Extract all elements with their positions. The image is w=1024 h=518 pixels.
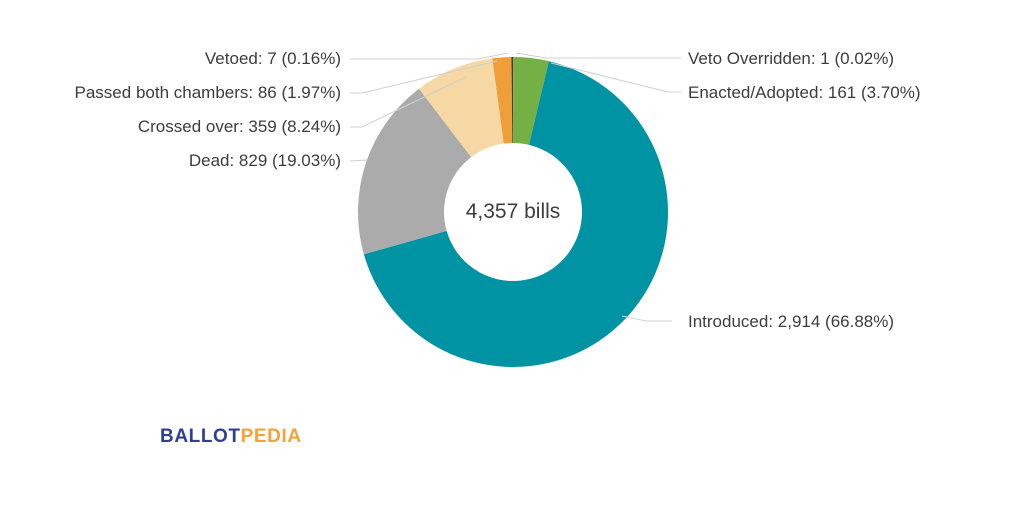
logo-pedia-text: PEDIA <box>240 426 302 447</box>
connector-passed-both <box>350 60 498 94</box>
connector-dead <box>349 159 368 162</box>
connector-veto-overridden <box>515 52 681 59</box>
pie-slice-dead[interactable] <box>358 88 472 255</box>
connector-introduced <box>621 315 672 322</box>
pie-slice-crossed_over[interactable] <box>419 58 504 158</box>
slice-label-introduced: Introduced: 2,914 (66.88%) <box>688 312 895 331</box>
pie-slice-enacted[interactable] <box>513 57 549 145</box>
slice-label-dead: Dead: 829 (19.03%) <box>188 151 341 170</box>
connector-enacted <box>550 62 681 93</box>
connector-crossed-over <box>350 76 467 128</box>
pie-slices-group <box>358 56 669 367</box>
slice-label-enacted-adopted: Enacted/Adopted: 161 (3.70%) <box>688 83 921 102</box>
slice-label-veto-overridden: Veto Overridden: 1 (0.02%) <box>688 49 895 68</box>
connector-vetoed <box>350 52 509 60</box>
slice-label-vetoed: Vetoed: 7 (0.16%) <box>204 49 341 68</box>
pie-slice-passed_both[interactable] <box>492 57 513 144</box>
slice-label-crossed-over: Crossed over: 359 (8.24%) <box>137 117 341 136</box>
slice-label-passed-both-chambers: Passed both chambers: 86 (1.97%) <box>74 83 341 102</box>
pie-slice-introduced[interactable] <box>363 61 669 367</box>
connector-lines-group <box>349 52 681 322</box>
logo-ballot-text: BALLOT <box>160 426 241 447</box>
pie-slice-vetoed[interactable] <box>511 57 513 143</box>
center-total-label: 4,357 bills <box>465 200 561 223</box>
ballotpedia-logo: BALLOTPEDIA <box>160 426 302 448</box>
